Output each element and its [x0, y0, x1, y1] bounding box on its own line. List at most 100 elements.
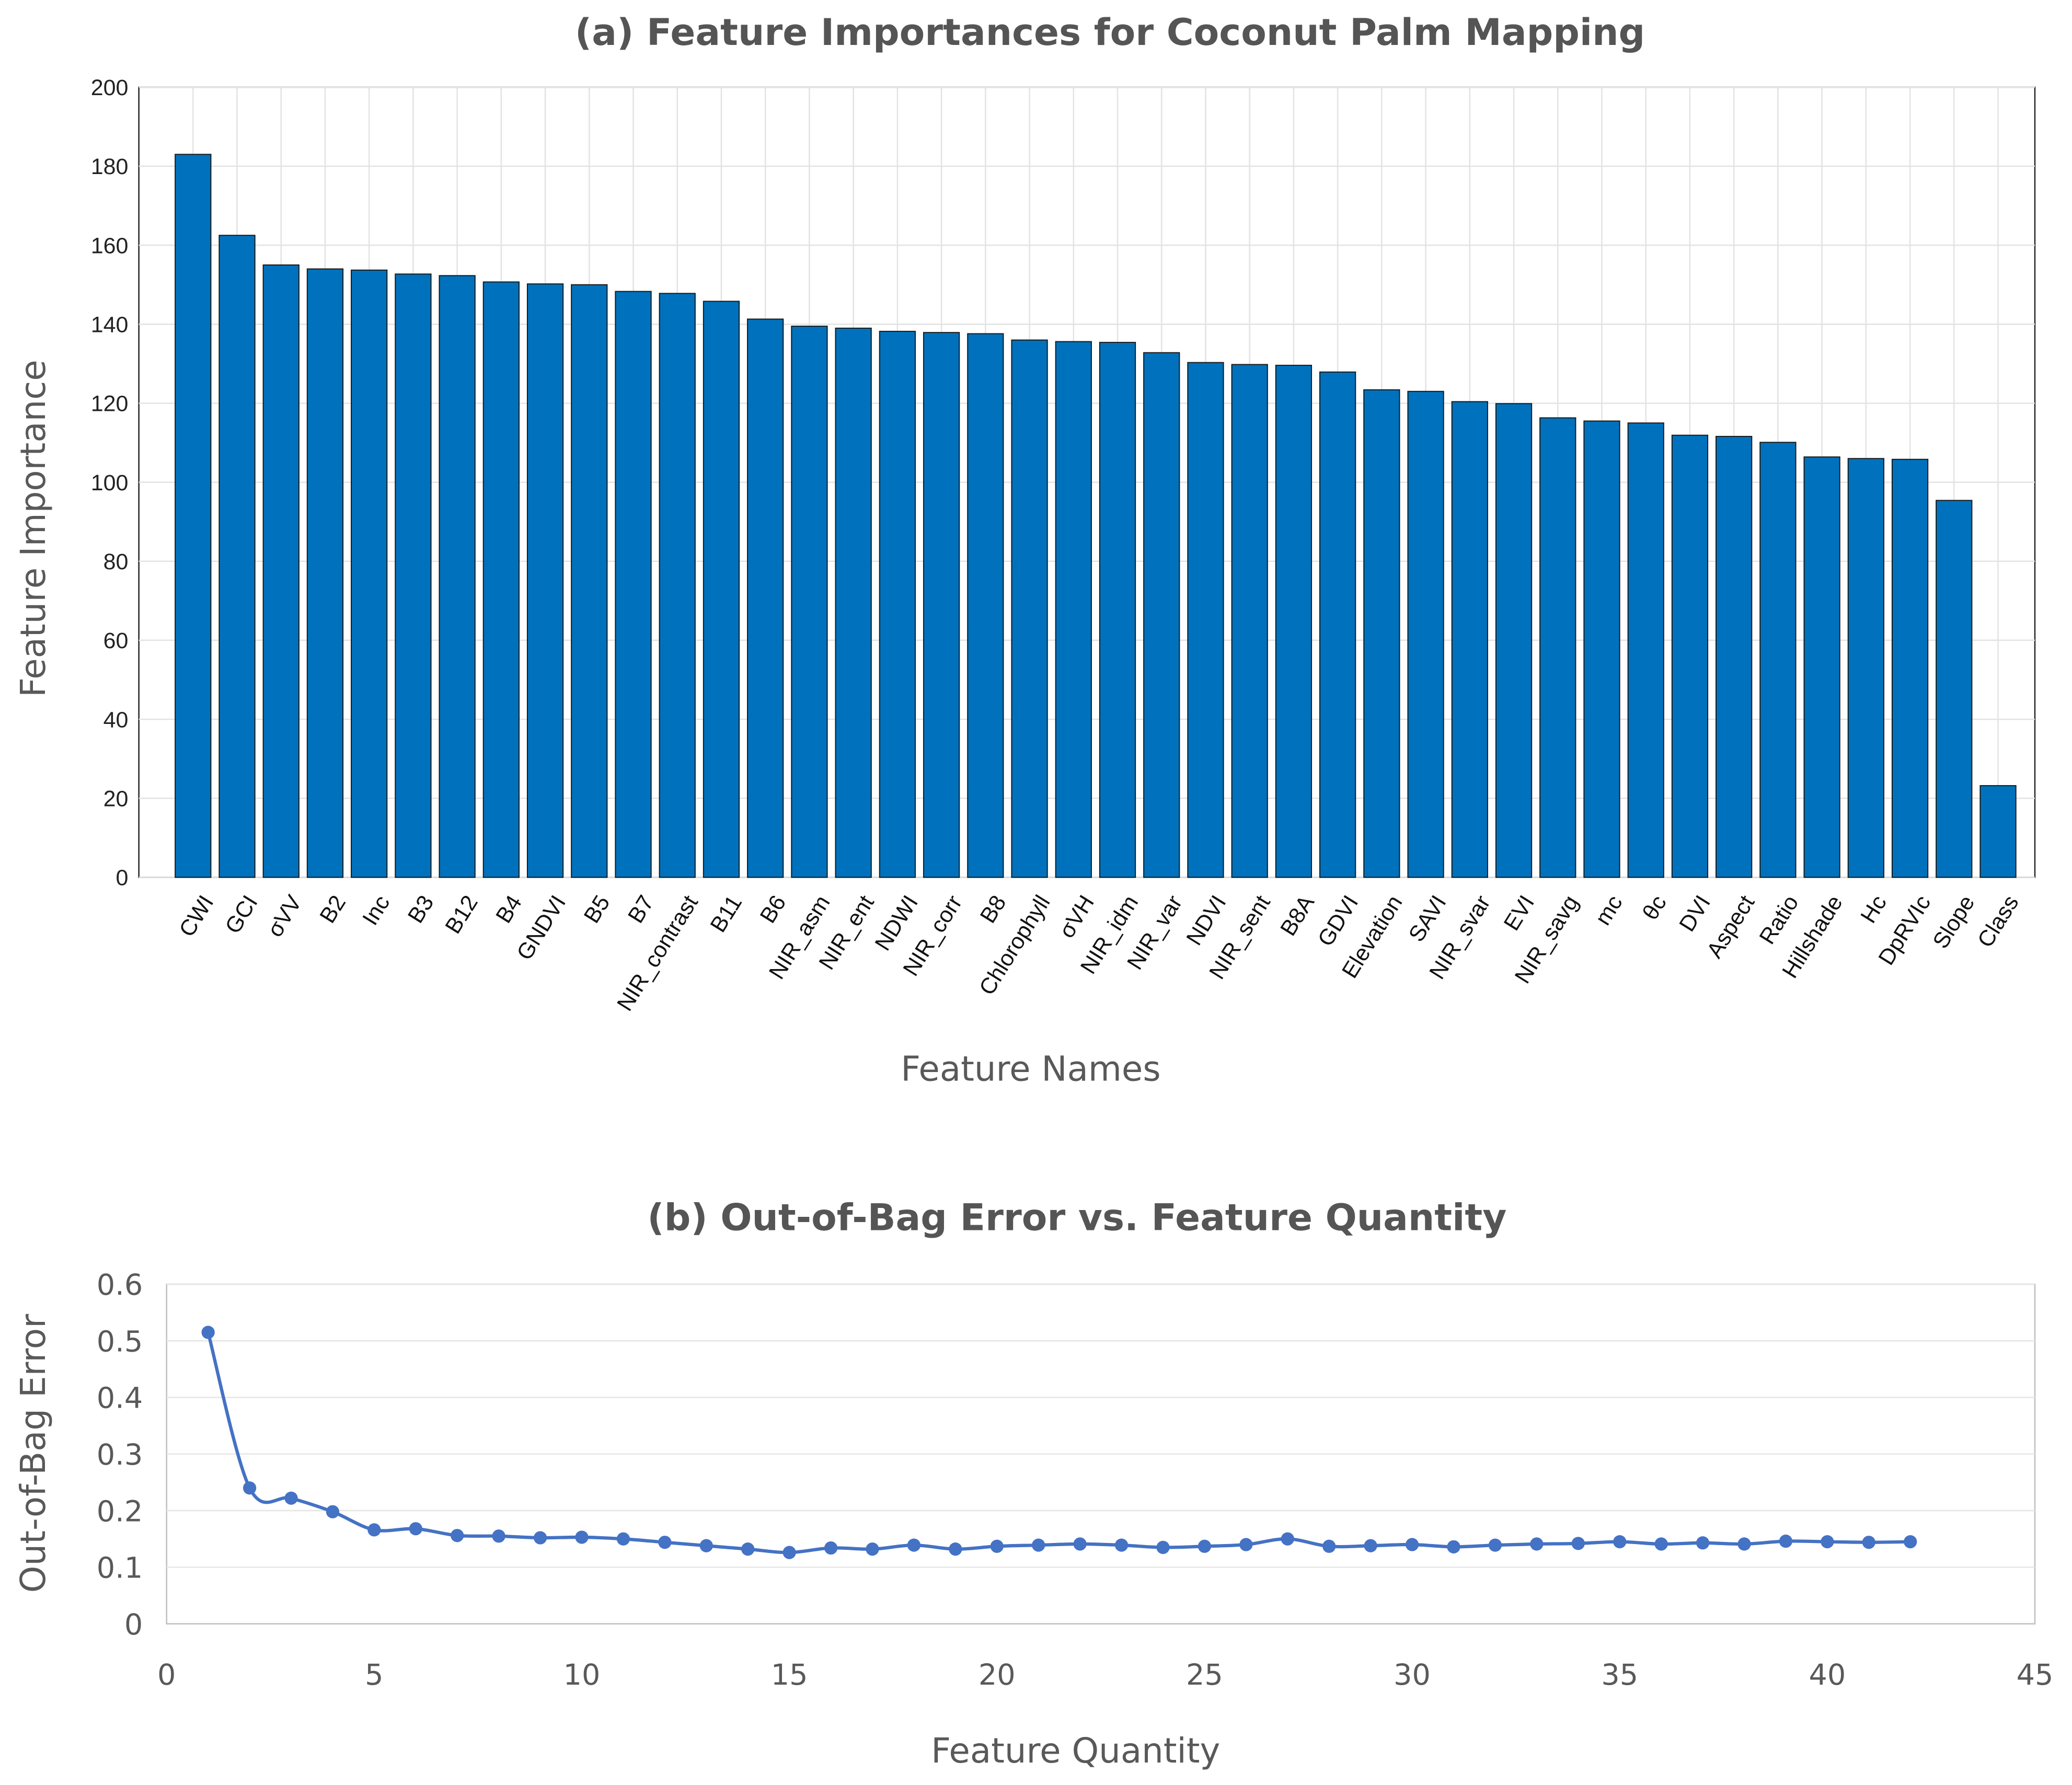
x-tick-label: 15 [771, 1658, 808, 1692]
y-tick-label: 0 [124, 1608, 143, 1642]
data-point [1156, 1540, 1170, 1554]
bar-Slope [1936, 500, 1973, 878]
chart-b-title: (b) Out-of-Bag Error vs. Feature Quantit… [647, 1195, 1506, 1239]
x-tick-label: B12 [441, 891, 483, 938]
data-point [1904, 1535, 1917, 1549]
x-tick-label: mc [1591, 891, 1628, 930]
data-point [201, 1326, 215, 1339]
data-point [1779, 1534, 1793, 1548]
y-tick-label: 0.2 [97, 1494, 143, 1528]
bar-Class [1979, 785, 2017, 878]
data-point [949, 1542, 962, 1556]
x-tick-label: 40 [1809, 1658, 1846, 1692]
x-tick-label: B3 [403, 891, 439, 928]
x-tick-label: 20 [979, 1658, 1016, 1692]
bar-NDWI [879, 330, 916, 878]
bar-Ratio [1759, 442, 1797, 878]
data-point [243, 1481, 257, 1495]
bar-B4 [482, 281, 520, 878]
feature-importance-chart: (a) Feature Importances for Coconut Palm… [14, 10, 2036, 1089]
data-point [1322, 1539, 1336, 1553]
bar-σVH [1055, 341, 1092, 878]
bar-Hillshade [1803, 456, 1840, 878]
data-point [1571, 1537, 1585, 1550]
data-point [866, 1542, 879, 1556]
y-tick-label: 0 [116, 866, 129, 891]
data-point [1862, 1536, 1875, 1549]
data-point [1696, 1536, 1710, 1550]
chart-b-x-label: Feature Quantity [931, 1731, 1220, 1771]
x-tick-label: B7 [623, 891, 659, 928]
chart-a-y-label: Feature Importance [14, 360, 53, 697]
chart-b-y-label: Out-of-Bag Error [14, 1314, 53, 1593]
data-point [1239, 1538, 1253, 1551]
bar-Aspect [1716, 435, 1753, 878]
x-tick-label: Class [1973, 891, 2024, 952]
bar-DVI [1671, 434, 1709, 878]
bar-NIR_contrast [659, 293, 696, 878]
y-tick-label: 140 [91, 312, 129, 337]
x-tick-label: 5 [365, 1658, 383, 1692]
bar-B8 [967, 333, 1004, 878]
data-point [492, 1529, 505, 1543]
data-point [367, 1523, 381, 1537]
data-point [1073, 1537, 1087, 1551]
data-point [1821, 1535, 1834, 1549]
data-point [1530, 1537, 1544, 1551]
x-tick-label: EVI [1499, 891, 1539, 935]
chart-a-title: (a) Feature Importances for Coconut Palm… [575, 10, 1645, 54]
data-point [616, 1532, 630, 1546]
data-point [699, 1539, 713, 1552]
data-point [1281, 1532, 1294, 1546]
x-tick-label: CWI [174, 891, 218, 941]
x-tick-label: σVH [1054, 891, 1099, 943]
x-tick-label: 30 [1394, 1658, 1431, 1692]
data-point [990, 1539, 1004, 1553]
bar-NIR_corr [923, 332, 960, 878]
data-point [824, 1541, 838, 1555]
bar-NDVI [1187, 362, 1224, 878]
bar-GDVI [1319, 371, 1356, 878]
chart-b-grid [166, 1283, 2035, 1568]
y-tick-label: 180 [91, 154, 129, 179]
data-point [1198, 1539, 1212, 1553]
oob-error-points [201, 1326, 1917, 1559]
data-point [326, 1505, 340, 1518]
bar-NIR_savg [1539, 417, 1576, 878]
x-tick-label: Hc [1856, 891, 1892, 928]
data-point [1032, 1538, 1045, 1552]
data-point [1737, 1537, 1751, 1551]
y-tick-label: 0.1 [97, 1551, 143, 1585]
bar-NIR_svar [1451, 401, 1488, 878]
bar-Chlorophyll [1011, 339, 1048, 878]
bar-B7 [615, 291, 652, 878]
x-tick-label: θc [1638, 891, 1672, 925]
data-point [1613, 1535, 1627, 1549]
data-point [782, 1546, 796, 1559]
bar-mc [1583, 420, 1620, 878]
bar-θc [1627, 422, 1664, 878]
x-tick-label: B5 [579, 891, 615, 928]
oob-error-chart: (b) Out-of-Bag Error vs. Feature Quantit… [14, 1195, 2053, 1771]
x-tick-label: 35 [1601, 1658, 1638, 1692]
data-point [907, 1538, 921, 1552]
x-tick-label: σVV [262, 891, 307, 941]
x-tick-label: B6 [755, 891, 791, 928]
bar-NIR_ent [835, 327, 872, 878]
bar-B8A [1275, 364, 1313, 878]
bar-NIR_sent [1231, 364, 1268, 878]
x-tick-label: B8 [975, 891, 1011, 928]
data-point [1364, 1539, 1377, 1552]
chart-b-x-ticks: 0 5 10 15 20 25 30 35 40 45 [157, 1658, 2053, 1692]
bar-B11 [703, 301, 740, 878]
y-tick-label: 20 [103, 786, 129, 811]
y-tick-label: 0.3 [97, 1438, 143, 1472]
data-point [658, 1536, 672, 1549]
data-point [741, 1542, 755, 1556]
data-point [533, 1531, 547, 1545]
x-tick-label: Inc [358, 891, 395, 930]
y-tick-label: 80 [103, 549, 129, 574]
x-tick-label: 25 [1186, 1658, 1223, 1692]
bar-CWI [175, 154, 212, 878]
